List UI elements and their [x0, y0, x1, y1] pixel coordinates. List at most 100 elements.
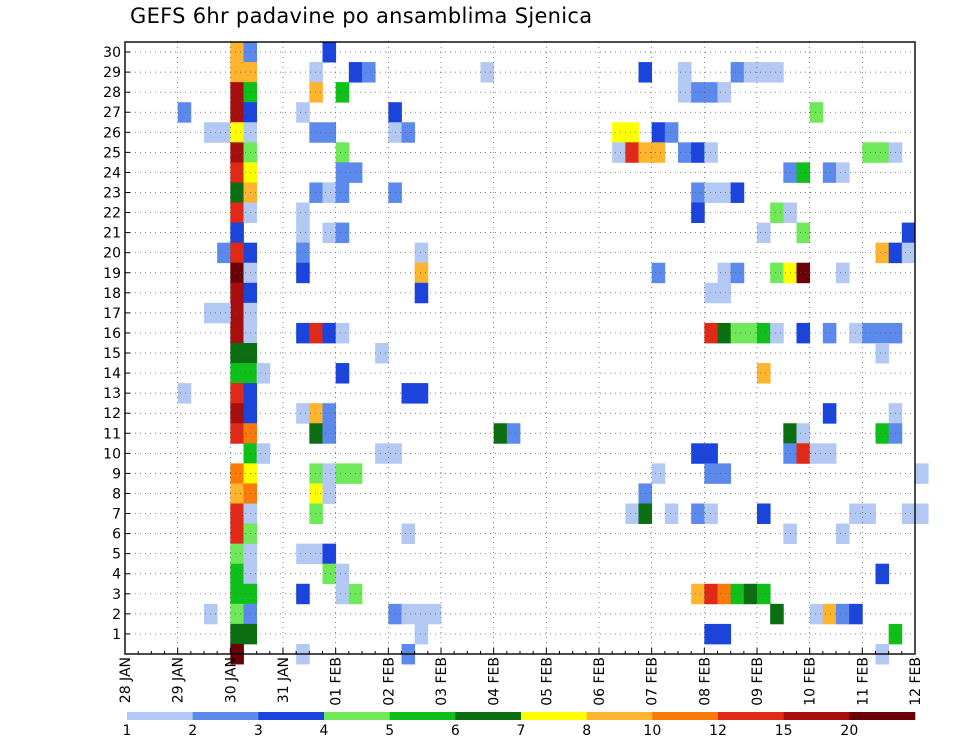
heatmap-cell: [309, 122, 323, 143]
heatmap-cell: [414, 603, 429, 625]
heatmap-cell: [836, 162, 850, 183]
heatmap-cell: [230, 42, 244, 63]
x-tick-label: 10 FEB: [803, 657, 819, 706]
heatmap-cell: [901, 222, 916, 244]
heatmap-cell: [796, 162, 811, 183]
colorbar-swatch: [586, 712, 653, 720]
heatmap-cell: [901, 503, 916, 524]
heatmap-cell: [704, 82, 718, 103]
x-tick-label: 06 FEB: [592, 657, 608, 706]
heatmap-cell: [230, 583, 244, 605]
colorbar-swatch: [127, 712, 193, 720]
x-tick-label: 08 FEB: [697, 657, 713, 706]
x-tick-label: 31 JAN: [276, 657, 292, 703]
x-tick-label: 29 JAN: [171, 657, 187, 703]
x-tick-label: 01 FEB: [329, 657, 345, 706]
heatmap-cell: [678, 142, 692, 163]
heatmap-cell: [625, 503, 639, 524]
heatmap-cell: [730, 262, 745, 284]
heatmap-cell: [770, 603, 784, 625]
heatmap-cell: [230, 363, 244, 384]
heatmap-cell: [230, 302, 244, 324]
heatmap-cell: [717, 182, 732, 203]
heatmap-cell: [612, 142, 626, 163]
heatmap-cell: [230, 563, 244, 585]
heatmap-cell: [862, 142, 876, 163]
heatmap-cell: [230, 162, 244, 183]
heatmap-cell: [717, 623, 732, 645]
x-tick-label: 11 FEB: [855, 657, 871, 706]
y-tick-label: 6: [112, 527, 121, 543]
y-tick-label: 21: [103, 226, 121, 242]
heatmap-cell: [296, 322, 310, 344]
heatmap-cell: [230, 282, 244, 304]
x-tick-label: 12 FEB: [908, 657, 924, 706]
heatmap-cell: [651, 142, 666, 163]
heatmap-cell: [230, 423, 244, 444]
heatmap-cell: [335, 322, 350, 344]
heatmap-cell: [322, 543, 337, 565]
heatmap-cell: [296, 242, 310, 264]
heatmap-cell: [230, 342, 244, 364]
heatmap-cell: [770, 62, 784, 83]
heatmap-cell: [401, 383, 416, 404]
heatmap-cell: [309, 62, 323, 83]
colorbar-label: 7: [517, 723, 526, 739]
heatmap-cell: [230, 102, 244, 123]
heatmap-cell: [704, 503, 718, 524]
heatmap-cell: [230, 242, 244, 264]
colorbar-label: 2: [188, 723, 197, 739]
heatmap-cell: [309, 403, 323, 424]
heatmap-cell: [335, 162, 350, 183]
heatmap-cell: [730, 583, 745, 605]
heatmap-cell: [717, 322, 732, 344]
heatmap-cell: [296, 102, 310, 123]
heatmap-cell: [401, 122, 416, 143]
heatmap-cell: [322, 222, 337, 244]
heatmap-cell: [230, 623, 244, 645]
x-axis: 28 JAN 29 JAN 30 JAN 31 JAN 01 FEB 02 FEB 03 F…: [118, 648, 924, 706]
heatmap-cell: [691, 583, 705, 605]
y-tick-label: 14: [103, 366, 121, 382]
heatmap-cell: [335, 463, 350, 484]
heatmap-cell: [375, 443, 389, 464]
y-tick-label: 1: [112, 627, 121, 643]
heatmap-cell: [717, 82, 732, 103]
x-tick-label: 28 JAN: [118, 657, 134, 703]
heatmap-cell: [651, 463, 666, 484]
heatmap-cell: [822, 162, 837, 183]
heatmap-cell: [335, 222, 350, 244]
heatmap-cell: [322, 423, 337, 444]
heatmap-cell: [335, 142, 350, 163]
heatmap-cell: [230, 122, 244, 143]
heatmap-cell: [296, 202, 310, 223]
heatmap-cell: [414, 242, 429, 264]
heatmap-cell: [506, 423, 521, 444]
heatmap-cell: [836, 523, 850, 545]
heatmap-cell: [322, 563, 337, 585]
heatmap-cell: [230, 142, 244, 163]
heatmap-cell: [309, 503, 323, 524]
heatmap-cell: [217, 302, 231, 324]
heatmap-cell: [757, 62, 771, 83]
heatmap-cell: [664, 503, 679, 524]
heatmap-cell: [296, 262, 310, 284]
heatmap-cell: [730, 62, 745, 83]
heatmap-cell: [309, 322, 323, 344]
y-tick-label: 19: [103, 266, 121, 282]
colorbar: 1 2 3 4 5 6 7 8 10 12 15 20: [123, 712, 916, 739]
y-tick-label: 12: [103, 406, 121, 422]
colorbar-label: 1: [123, 723, 132, 739]
colorbar-label: 15: [775, 723, 793, 739]
grid-lines: [125, 42, 915, 654]
heatmap-cell: [230, 62, 244, 83]
heatmap-cell: [822, 322, 837, 344]
heatmap-cell: [730, 322, 745, 344]
heatmap-cell: [822, 603, 837, 625]
heatmap-cell: [691, 182, 705, 203]
heatmap-cell: [401, 603, 416, 625]
heatmap-cell: [414, 623, 429, 645]
colorbar-swatch: [389, 712, 456, 720]
heatmap-cell: [230, 322, 244, 344]
x-tick-label: 03 FEB: [434, 657, 450, 706]
